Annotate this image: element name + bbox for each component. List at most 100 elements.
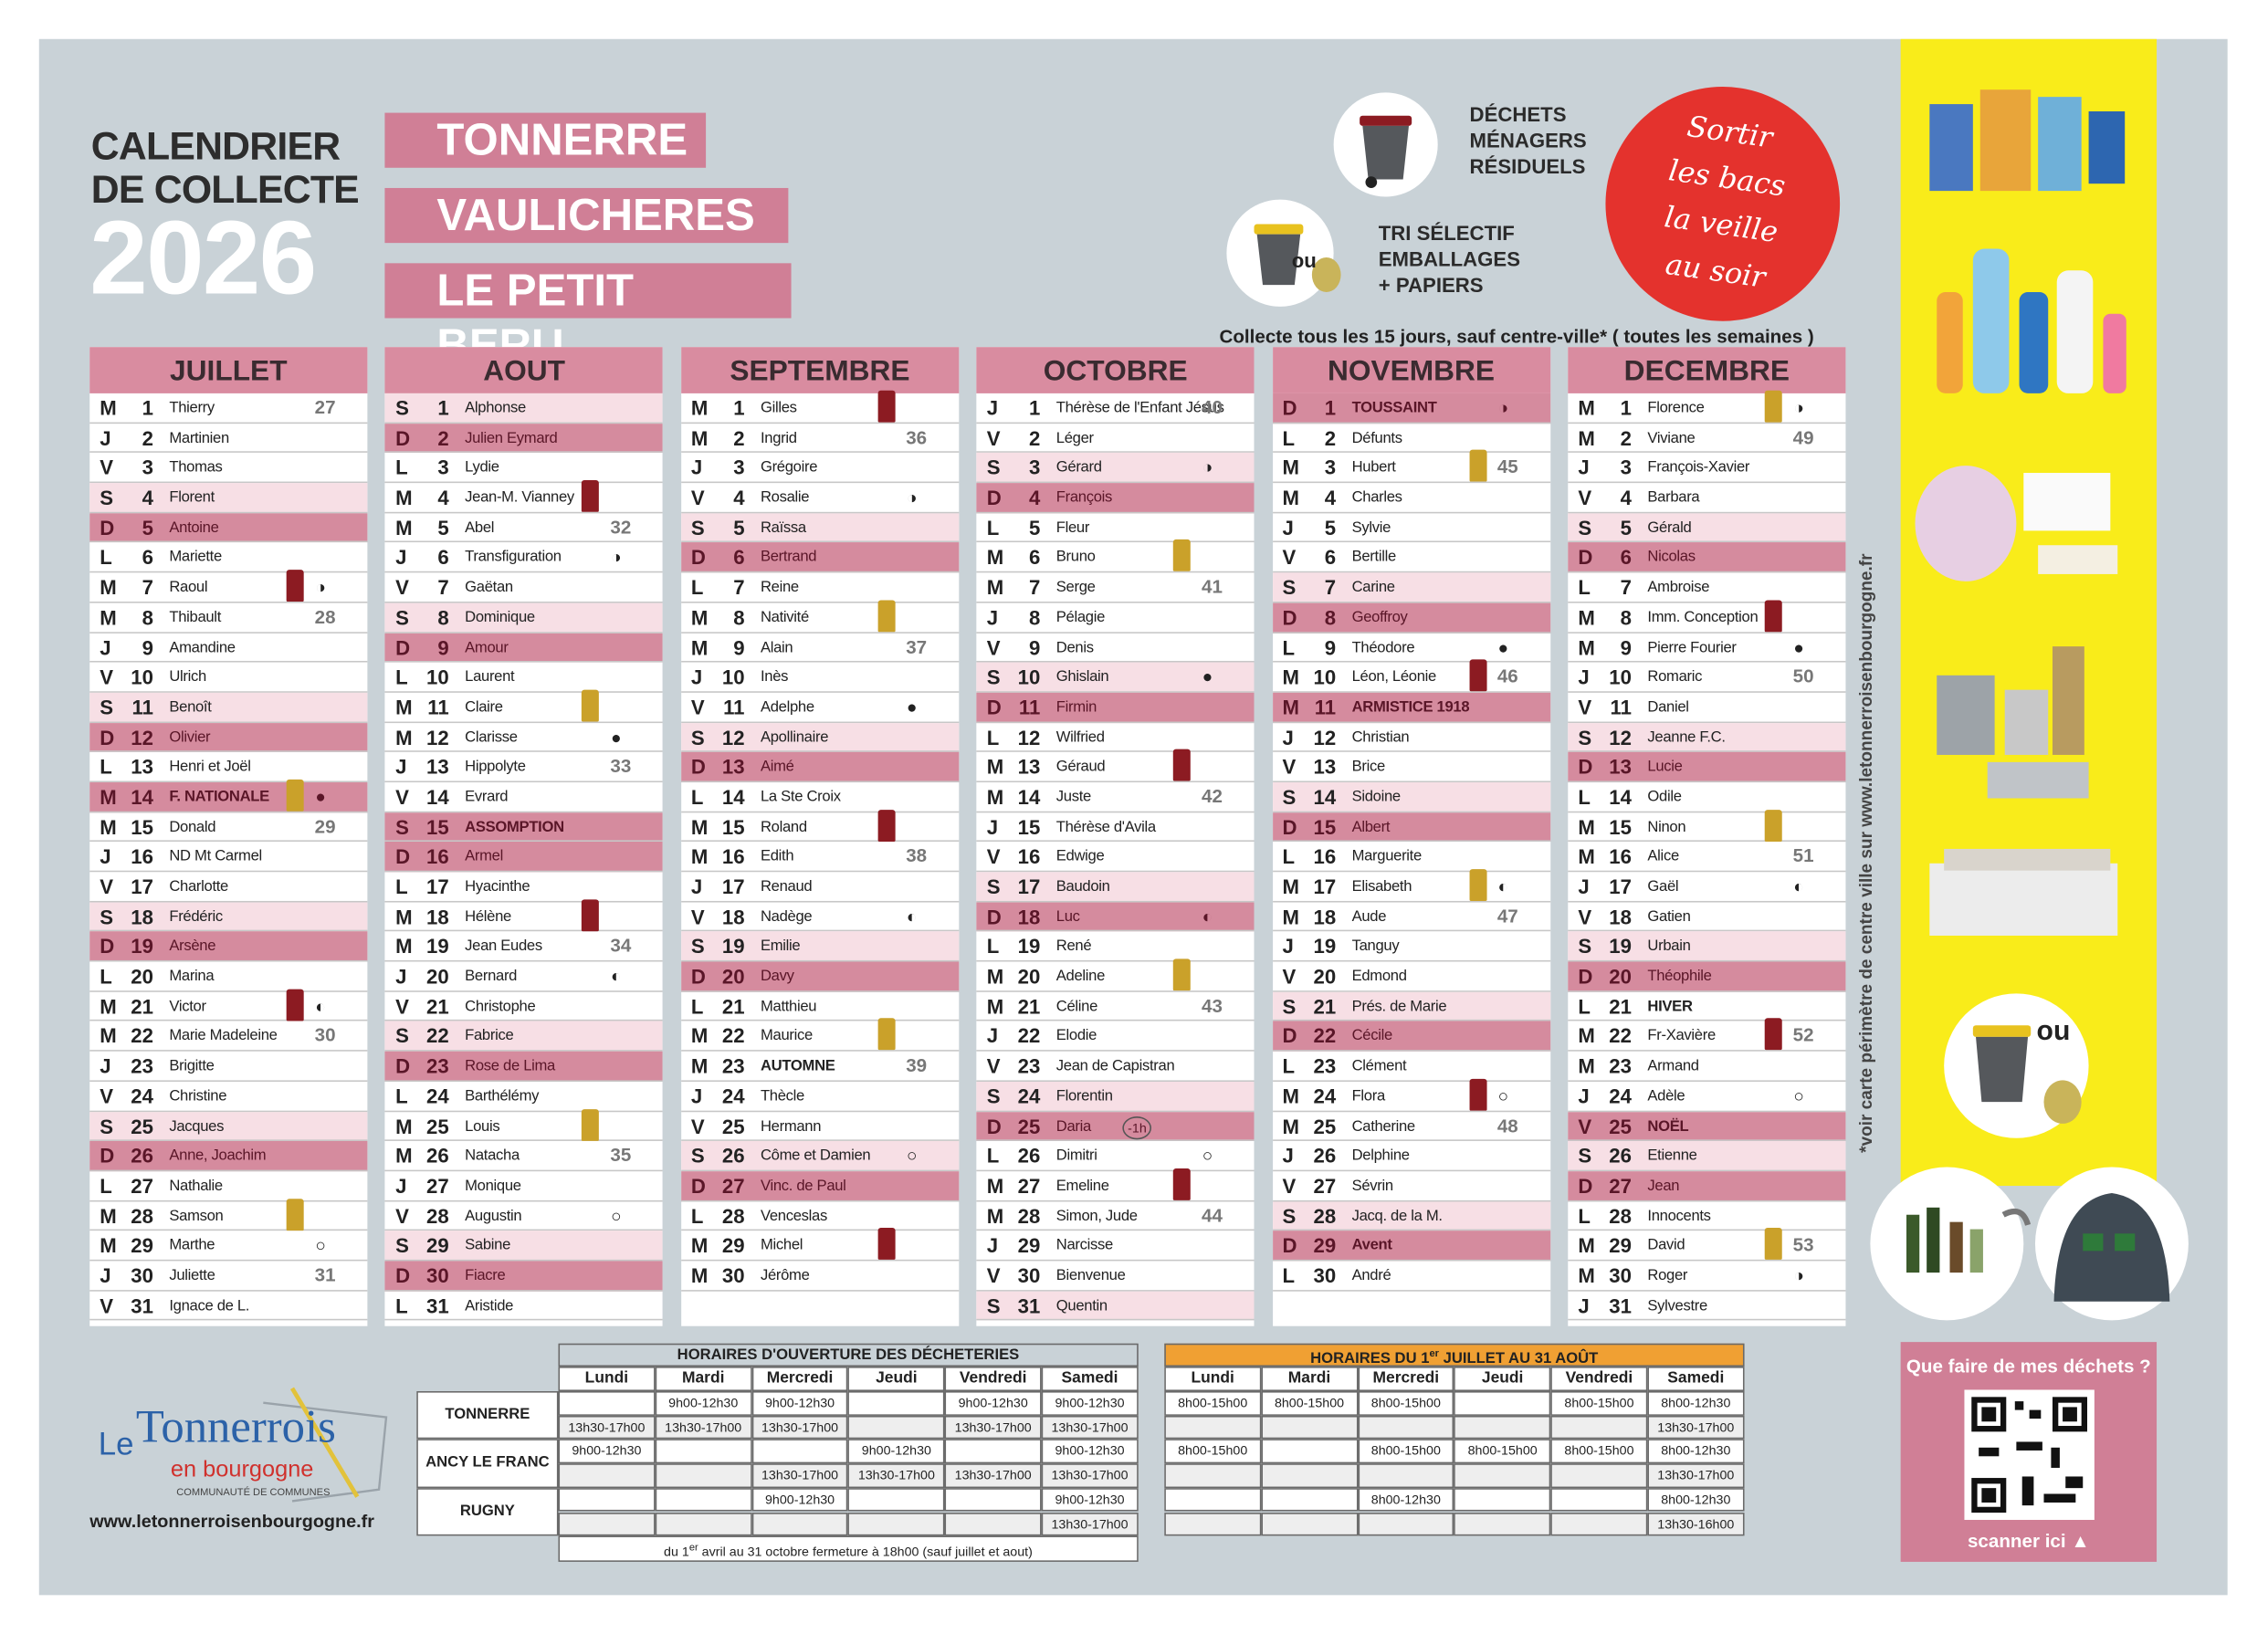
week-number: 52 (1792, 1024, 1814, 1047)
day-row: V 6 Bertille (1272, 543, 1550, 573)
weekday: D (690, 964, 706, 989)
day-row: L 14 Odile (1568, 782, 1846, 812)
day-number: 30 (1017, 1263, 1041, 1287)
weekday: V (100, 875, 114, 898)
saint: Adeline (1055, 967, 1106, 985)
day-number: 2 (142, 425, 153, 450)
weekday: M (1282, 1084, 1300, 1108)
weekday: M (100, 785, 117, 809)
day-row: L 27 Nathalie (89, 1171, 368, 1201)
saint: Théophile (1647, 967, 1712, 985)
weekday: M (395, 905, 413, 928)
hours-cell: 8h00-12h30 (1647, 1439, 1745, 1464)
saint: Emeline (1055, 1177, 1109, 1195)
saint: Gérald (1647, 518, 1692, 537)
weekday: J (986, 814, 999, 839)
day-number: 18 (1609, 905, 1632, 928)
week-number: 41 (1202, 575, 1223, 598)
hours-cell: 9h00-12h30 (751, 1391, 848, 1416)
saint: Aristide (465, 1296, 514, 1315)
day-row: S 29 Sabine (385, 1231, 664, 1262)
saint: NOËL (1647, 1116, 1689, 1135)
day-row: M 20 Adeline (976, 958, 1255, 992)
weekday: S (1282, 994, 1297, 1018)
town: LE PETIT BERU (384, 263, 792, 371)
weekday: L (1282, 844, 1296, 869)
saint: Gatien (1647, 907, 1691, 926)
saint: Evrard (465, 788, 509, 806)
day-row: J 13 Hippolyte 33 (385, 752, 664, 782)
day-row: L 10 Laurent (385, 663, 664, 693)
month-column: OCTOBRE J 1 Thérèse de l'Enfant Jésus 40 V 2 Lé… (976, 347, 1255, 1326)
day-row: V 21 Christophe (385, 991, 664, 1022)
weekday: L (690, 994, 704, 1018)
saint: Thomas (169, 458, 223, 477)
weekday: M (1578, 605, 1595, 629)
weekday: V (100, 665, 114, 689)
weekday: L (395, 1084, 408, 1108)
day-number: 16 (426, 844, 449, 869)
hours-cell: 9h00-12h30 (1041, 1487, 1139, 1513)
day-row: J 8 Pélagie (976, 602, 1255, 634)
day-row: D 8 Geoffroy (1272, 602, 1550, 634)
week-number: 49 (1792, 425, 1814, 448)
weekday: J (986, 1233, 999, 1258)
day-row: M 14 F. NATIONALE ● (89, 779, 368, 812)
weekday: S (986, 456, 1001, 479)
day-row: L 9 Théodore ● (1272, 633, 1550, 663)
day-row: M 30 Roger ◑ (1568, 1261, 1846, 1292)
day-row: M 15 Donald 29 (89, 812, 368, 843)
saint: Catherine (1351, 1116, 1416, 1135)
day-row: L 21 HIVER (1568, 991, 1846, 1022)
day-row: J 12 Christian (1272, 722, 1550, 753)
day-row: M 18 Aude 47 (1272, 902, 1550, 932)
saint: Imm. Conception (1647, 608, 1759, 626)
saint: Rosalie (760, 488, 810, 507)
saint: Henri et Joël (169, 758, 251, 776)
weekday: M (1282, 665, 1300, 689)
saint: Thibault (169, 608, 222, 626)
day-number: 13 (721, 755, 745, 779)
weekday: S (690, 725, 705, 749)
weekday: M (986, 1174, 1004, 1198)
month-column: SEPTEMBRE M 1 Gilles M 2 Ingrid 36 J 3 Grégoire V 4 R… (680, 347, 960, 1326)
saint: Vinc. de Paul (760, 1177, 846, 1195)
day-number: 15 (1017, 814, 1041, 839)
saint: Serge (1055, 578, 1096, 596)
day-number: 27 (1313, 1174, 1337, 1198)
residual-bin (286, 570, 304, 602)
weekday: S (100, 695, 114, 719)
day-row: J 23 Brigitte (89, 1052, 368, 1082)
day-row: D 6 Bertrand (680, 542, 960, 573)
saint: Renaud (760, 877, 813, 896)
weekday: V (1282, 755, 1297, 779)
day-row: V 10 Ulrich (89, 663, 368, 693)
saint: Prés. de Marie (1351, 997, 1447, 1015)
saint: Emilie (760, 937, 801, 956)
day-row: D 1 TOUSSAINT ◑ (1272, 393, 1550, 424)
hours-cell: 9h00-12h30 (751, 1487, 848, 1513)
day-number: 21 (1017, 994, 1041, 1018)
legend-line: DÉCHETS (1469, 102, 1567, 126)
hours-cell (1454, 1463, 1551, 1488)
saint: Marguerite (1351, 847, 1423, 865)
saint: Edith (760, 847, 794, 865)
saint: Sévrin (1351, 1177, 1394, 1195)
day-row: S 19 Emilie (680, 931, 960, 962)
day-number: 14 (426, 785, 449, 809)
day-number: 7 (733, 575, 745, 600)
day-number: 21 (426, 994, 449, 1018)
saint: Hippolyte (465, 758, 526, 776)
day-number: 2 (1620, 425, 1632, 450)
weekday: D (395, 1054, 411, 1078)
hours-cell (1261, 1512, 1358, 1536)
day-row: S 19 Urbain (1568, 931, 1846, 962)
residual-bin (582, 480, 600, 512)
saint: Lucie (1647, 758, 1683, 776)
day-number: 20 (1609, 964, 1632, 989)
day-row: M 11 Claire (385, 689, 664, 723)
sort-bin (582, 689, 600, 722)
saint: Thérèse d'Avila (1055, 818, 1156, 836)
saint: Clarisse (465, 728, 518, 746)
saint: La Ste Croix (760, 788, 841, 806)
